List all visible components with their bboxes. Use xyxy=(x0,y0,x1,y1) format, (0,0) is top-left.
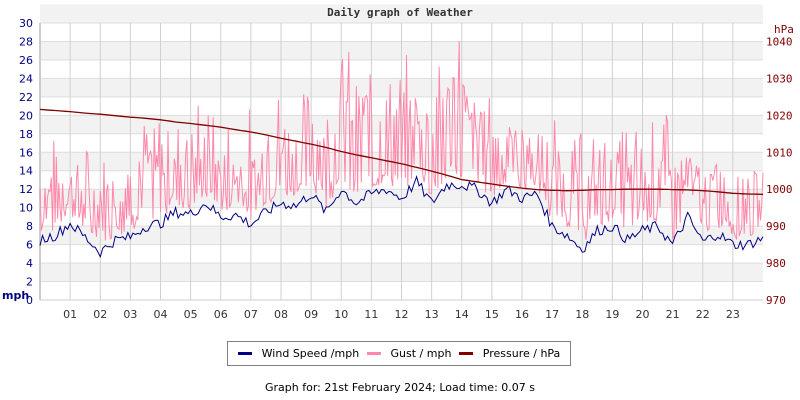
svg-text:970: 970 xyxy=(766,294,786,307)
svg-text:1000: 1000 xyxy=(766,183,793,196)
svg-text:03: 03 xyxy=(123,308,137,321)
legend-item-pressure: Pressure / hPa xyxy=(458,347,561,360)
svg-text:hPa: hPa xyxy=(774,23,794,36)
svg-text:4: 4 xyxy=(26,257,33,270)
legend-label: Wind Speed /mph xyxy=(261,347,360,360)
svg-text:22: 22 xyxy=(19,91,33,104)
svg-text:20: 20 xyxy=(636,308,650,321)
svg-text:05: 05 xyxy=(184,308,198,321)
legend-label: Gust / mph xyxy=(390,347,452,360)
svg-text:30: 30 xyxy=(19,17,33,30)
svg-text:1010: 1010 xyxy=(766,146,793,159)
svg-text:07: 07 xyxy=(244,308,258,321)
svg-text:14: 14 xyxy=(455,308,469,321)
svg-text:01: 01 xyxy=(63,308,77,321)
svg-text:28: 28 xyxy=(19,35,33,48)
svg-text:09: 09 xyxy=(304,308,318,321)
svg-text:11: 11 xyxy=(364,308,378,321)
gust-swatch-icon xyxy=(366,352,381,355)
svg-text:16: 16 xyxy=(515,308,529,321)
svg-text:10: 10 xyxy=(334,308,348,321)
svg-text:mph: mph xyxy=(2,289,29,302)
svg-text:06: 06 xyxy=(214,308,228,321)
svg-text:13: 13 xyxy=(425,308,439,321)
svg-text:8: 8 xyxy=(26,220,33,233)
legend-label: Pressure / hPa xyxy=(482,347,561,360)
svg-text:16: 16 xyxy=(19,146,33,159)
chart-legend: Wind Speed /mph Gust / mph Pressure / hP… xyxy=(227,341,571,366)
svg-text:1030: 1030 xyxy=(766,72,793,85)
wind-speed-swatch-icon xyxy=(237,352,252,355)
svg-text:18: 18 xyxy=(19,128,33,141)
chart-title: Daily graph of Weather xyxy=(327,6,473,19)
pressure-swatch-icon xyxy=(458,352,473,355)
svg-text:0: 0 xyxy=(26,294,33,307)
legend-item-wind-speed: Wind Speed /mph xyxy=(237,347,360,360)
svg-text:1040: 1040 xyxy=(766,35,793,48)
graph-footer: Graph for: 21st February 2024; Load time… xyxy=(264,381,535,394)
svg-text:19: 19 xyxy=(605,308,619,321)
svg-text:980: 980 xyxy=(766,257,786,270)
svg-text:08: 08 xyxy=(274,308,288,321)
svg-text:990: 990 xyxy=(766,220,786,233)
svg-text:6: 6 xyxy=(26,239,33,252)
svg-text:18: 18 xyxy=(575,308,589,321)
svg-text:21: 21 xyxy=(666,308,680,321)
svg-text:14: 14 xyxy=(19,165,33,178)
svg-text:04: 04 xyxy=(154,308,168,321)
svg-text:10: 10 xyxy=(19,202,33,215)
svg-text:20: 20 xyxy=(19,109,33,122)
svg-text:17: 17 xyxy=(545,308,559,321)
svg-text:23: 23 xyxy=(726,308,740,321)
svg-text:2: 2 xyxy=(26,276,33,289)
svg-text:02: 02 xyxy=(93,308,107,321)
svg-text:12: 12 xyxy=(395,308,409,321)
svg-text:1020: 1020 xyxy=(766,109,793,122)
svg-text:15: 15 xyxy=(485,308,499,321)
svg-text:26: 26 xyxy=(19,54,33,67)
data-series xyxy=(39,41,764,259)
legend-item-gust: Gust / mph xyxy=(366,347,452,360)
svg-text:22: 22 xyxy=(696,308,710,321)
svg-text:12: 12 xyxy=(19,183,33,196)
svg-text:24: 24 xyxy=(19,72,33,85)
